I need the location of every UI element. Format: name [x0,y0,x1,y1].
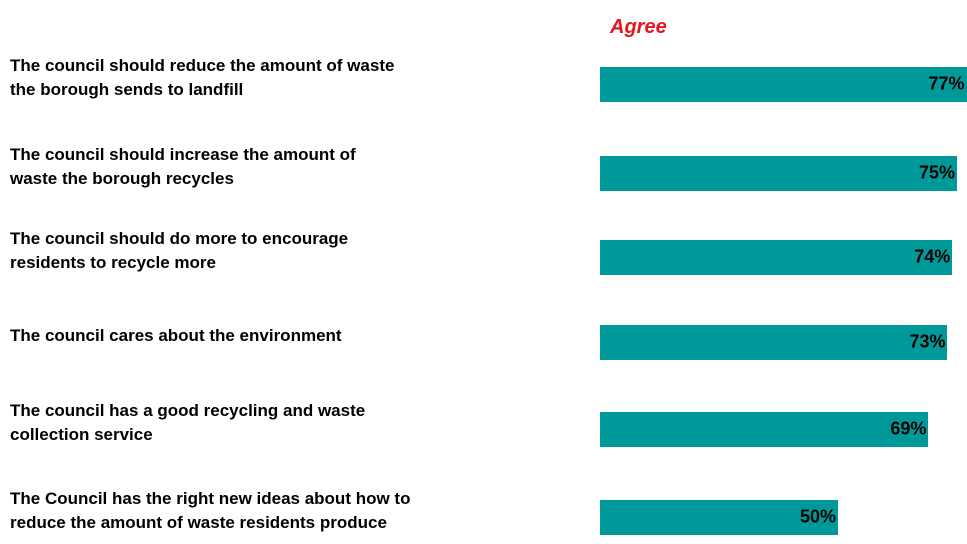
chart-title: Agree [610,16,667,38]
value-label: 50% [799,506,836,527]
category-label: The Council has the right new ideas abou… [10,489,411,532]
value-label: 77% [928,73,965,94]
value-label: 74% [914,246,951,267]
bar [600,66,967,102]
category-label: The council cares about the environment [10,326,342,345]
value-label: 73% [909,331,946,352]
category-label: The council should increase the amount o… [10,145,356,188]
value-label: 75% [918,162,955,183]
bar [600,411,929,447]
value-label: 69% [890,418,927,439]
category-label: The council has a good recycling and was… [10,401,366,444]
bar [600,239,953,275]
bar [600,324,948,360]
bar [600,155,957,191]
category-label: The council should do more to encourage … [10,229,349,272]
category-label: The council should reduce the amount of … [10,56,395,99]
bar [600,499,838,535]
